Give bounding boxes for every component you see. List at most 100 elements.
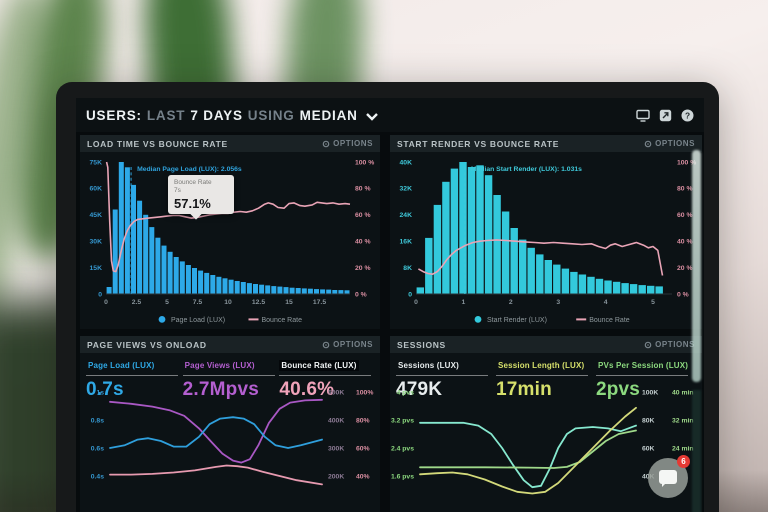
load-time-chart-canvas: 75K 60K 45K 30K 15K 0 100 % 80 % 60 % 40 % 20 % 0 %… [80, 152, 380, 334]
screen-reflection [692, 150, 701, 382]
svg-text:12.5: 12.5 [252, 299, 265, 306]
svg-text:500K: 500K [328, 390, 344, 397]
svg-text:8K: 8K [403, 265, 412, 272]
metric-label: Page Load (LUX) [88, 361, 155, 370]
metric-sessions[interactable]: Sessions (LUX) 479K [396, 355, 494, 401]
svg-text:Median Page Load (LUX): 2.056s: Median Page Load (LUX): 2.056s [137, 166, 242, 173]
chat-notification-badge: 6 [677, 455, 690, 468]
svg-text:16K: 16K [400, 239, 413, 246]
metric-value: 2.7Mpvs [182, 379, 259, 400]
metric-label: Session Length (LUX) [498, 361, 585, 370]
options-button[interactable]: OPTIONS [322, 139, 373, 148]
options-button[interactable]: OPTIONS [644, 340, 695, 349]
svg-text:5: 5 [165, 299, 169, 306]
metric-label: Bounce Rate (LUX) [279, 360, 359, 371]
bounce-rate-tooltip: Bounce Rate 7s 57.1% [168, 175, 234, 220]
metrics-row: Page Load (LUX) 0.7s Page Views (LUX) 2.… [86, 355, 376, 401]
share-icon[interactable] [659, 109, 672, 122]
svg-text:0.8s: 0.8s [91, 418, 104, 425]
options-button[interactable]: OPTIONS [322, 340, 373, 349]
metric-value: 0.7s [86, 379, 124, 400]
svg-text:Bounce Rate: Bounce Rate [262, 317, 303, 324]
svg-text:60K: 60K [642, 446, 655, 453]
header-using: USING [247, 107, 295, 123]
gear-icon [644, 140, 652, 147]
svg-text:7.5: 7.5 [193, 299, 203, 306]
svg-text:Median Start Render (LUX): 1.0: Median Start Render (LUX): 1.031s [471, 166, 582, 173]
metric-pvs-per-session[interactable]: PVs Per Session (LUX) 2pvs [596, 355, 694, 401]
panel-title-bar: LOAD TIME VS BOUNCE RATE OPTIONS [80, 135, 380, 152]
svg-text:20 %: 20 % [355, 265, 371, 272]
header-users: USERS: [86, 107, 142, 123]
svg-text:2.4 pvs: 2.4 pvs [391, 446, 414, 453]
help-icon[interactable]: ? [681, 109, 694, 122]
svg-text:0 %: 0 % [677, 291, 689, 298]
svg-text:0: 0 [104, 299, 108, 306]
panel-title: START RENDER VS BOUNCE RATE [397, 138, 560, 149]
metric-value: 2pvs [596, 379, 641, 400]
svg-text:5: 5 [651, 299, 655, 306]
panel-load-time-vs-bounce-rate: LOAD TIME VS BOUNCE RATE OPTIONS 75K 60K 4… [80, 135, 380, 329]
svg-text:?: ? [685, 110, 690, 120]
svg-text:0.4s: 0.4s [91, 474, 104, 481]
chat-bubble-icon [659, 470, 677, 487]
options-button[interactable]: OPTIONS [644, 139, 695, 148]
metric-session-length[interactable]: Session Length (LUX) 17min [496, 355, 594, 401]
panel-page-views-vs-onload: PAGE VIEWS VS ONLOAD OPTIONS Page Load (… [80, 336, 380, 512]
svg-text:17.5: 17.5 [313, 299, 326, 306]
dashboard-screen: USERS: LAST 7 DAYS USING MEDIAN ? LOAD TIME … [76, 98, 704, 512]
svg-text:3: 3 [556, 299, 560, 306]
svg-text:15: 15 [285, 299, 293, 306]
gear-icon [322, 341, 330, 348]
svg-text:1: 1 [462, 299, 466, 306]
tooltip-x-value: 7s [174, 187, 181, 195]
metrics-row: Sessions (LUX) 479K Session Length (LUX)… [396, 355, 698, 401]
panel-title-bar: SESSIONS OPTIONS [390, 336, 702, 353]
svg-text:45K: 45K [90, 212, 103, 219]
svg-text:60K: 60K [90, 186, 103, 193]
svg-text:Page Load (LUX): Page Load (LUX) [171, 317, 225, 324]
chevron-down-icon[interactable] [365, 112, 379, 121]
svg-text:0: 0 [98, 291, 102, 298]
display-icon[interactable] [636, 109, 650, 122]
dashboard-header: USERS: LAST 7 DAYS USING MEDIAN ? [76, 98, 704, 132]
header-median: MEDIAN [299, 107, 358, 123]
svg-text:30K: 30K [90, 239, 103, 246]
metric-bounce-rate[interactable]: Bounce Rate (LUX) 40.6% [279, 355, 374, 401]
metric-value: 17min [496, 379, 552, 400]
users-filter-dropdown[interactable]: USERS: LAST 7 DAYS USING MEDIAN [86, 108, 379, 123]
svg-text:32 min: 32 min [672, 418, 694, 425]
svg-text:0 %: 0 % [355, 291, 367, 298]
svg-text:40%: 40% [356, 474, 370, 481]
svg-text:60 %: 60 % [677, 212, 693, 219]
metric-page-load[interactable]: Page Load (LUX) 0.7s [86, 355, 181, 401]
metric-value: 40.6% [279, 379, 335, 400]
panel-title: SESSIONS [397, 339, 446, 350]
svg-text:4 pvs: 4 pvs [397, 390, 415, 397]
svg-text:100 %: 100 % [677, 159, 696, 166]
svg-text:60 %: 60 % [355, 212, 371, 219]
svg-text:20 %: 20 % [677, 265, 693, 272]
metric-label: Sessions (LUX) [398, 361, 459, 370]
svg-text:0: 0 [414, 299, 418, 306]
svg-text:40K: 40K [400, 159, 413, 166]
svg-text:2.5: 2.5 [132, 299, 142, 306]
gear-icon [322, 140, 330, 147]
panel-title-bar: PAGE VIEWS VS ONLOAD OPTIONS [80, 336, 380, 353]
svg-text:1.6 pvs: 1.6 pvs [391, 474, 414, 481]
start-render-chart-canvas: 40K 32K 24K 16K 8K 0 100 % 80 % 60 % 40 % 20 % 0 % 0… [390, 152, 702, 334]
svg-text:80 %: 80 % [677, 186, 693, 193]
svg-text:80K: 80K [642, 418, 655, 425]
screen-reflection [692, 390, 701, 512]
svg-text:300K: 300K [328, 446, 344, 453]
panel-title: PAGE VIEWS VS ONLOAD [87, 339, 207, 350]
gear-icon [644, 341, 652, 348]
svg-text:400K: 400K [328, 418, 344, 425]
svg-text:0.6s: 0.6s [91, 446, 104, 453]
svg-text:1s: 1s [96, 390, 104, 397]
svg-text:40 %: 40 % [677, 239, 693, 246]
panel-title: LOAD TIME VS BOUNCE RATE [87, 138, 228, 149]
chat-widget-button[interactable]: 6 [648, 455, 690, 498]
metric-page-views[interactable]: Page Views (LUX) 2.7Mpvs [182, 355, 278, 401]
svg-text:200K: 200K [328, 474, 344, 481]
